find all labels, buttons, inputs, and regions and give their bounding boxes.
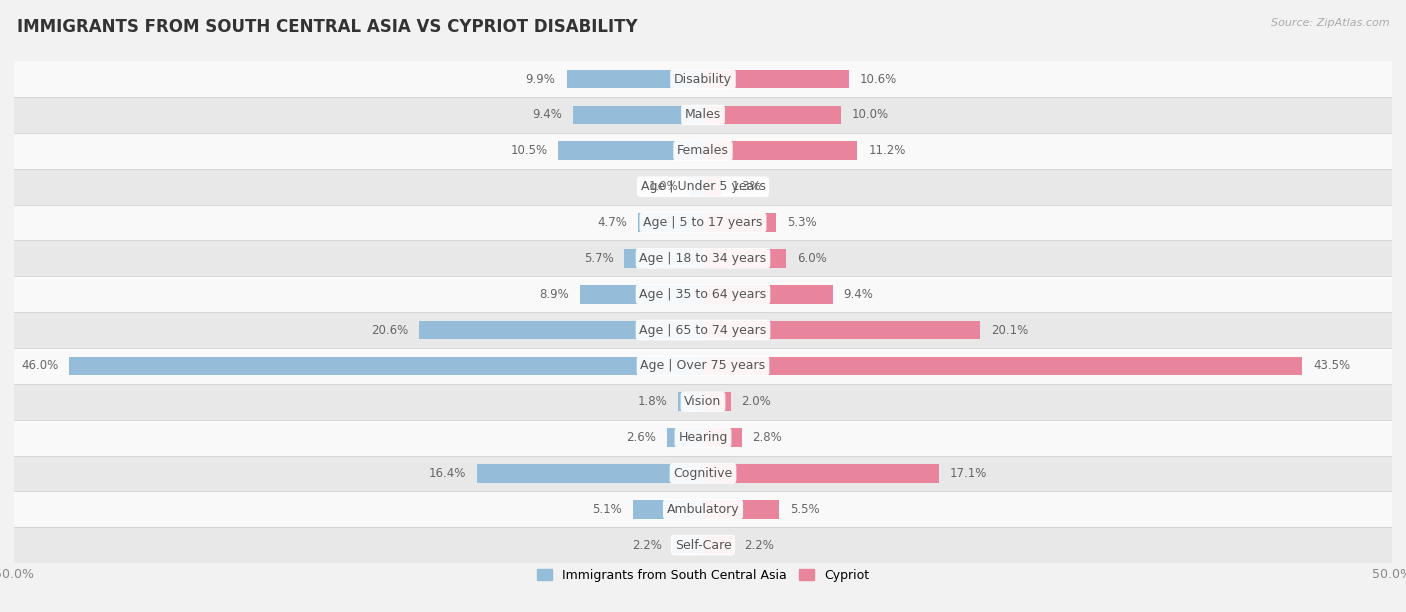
Text: 20.6%: 20.6% bbox=[371, 324, 408, 337]
Text: 43.5%: 43.5% bbox=[1313, 359, 1351, 372]
Text: Males: Males bbox=[685, 108, 721, 121]
Text: 11.2%: 11.2% bbox=[869, 144, 905, 157]
Bar bbox=[703, 70, 849, 89]
Text: Self-Care: Self-Care bbox=[675, 539, 731, 551]
Text: 46.0%: 46.0% bbox=[21, 359, 58, 372]
Text: 2.8%: 2.8% bbox=[752, 431, 782, 444]
Text: Source: ZipAtlas.com: Source: ZipAtlas.com bbox=[1271, 18, 1389, 28]
Bar bbox=[633, 500, 703, 518]
Text: 6.0%: 6.0% bbox=[797, 252, 827, 265]
Bar bbox=[703, 500, 779, 518]
Text: Age | 35 to 64 years: Age | 35 to 64 years bbox=[640, 288, 766, 300]
Bar bbox=[703, 321, 980, 340]
Text: 9.9%: 9.9% bbox=[526, 73, 555, 86]
Text: 20.1%: 20.1% bbox=[991, 324, 1028, 337]
Bar bbox=[638, 213, 703, 232]
Bar bbox=[624, 249, 703, 267]
Text: 10.5%: 10.5% bbox=[510, 144, 547, 157]
Bar bbox=[703, 392, 731, 411]
Text: 9.4%: 9.4% bbox=[844, 288, 873, 300]
Text: Age | 65 to 74 years: Age | 65 to 74 years bbox=[640, 324, 766, 337]
Text: 5.1%: 5.1% bbox=[592, 503, 621, 516]
Bar bbox=[477, 464, 703, 483]
Text: 2.2%: 2.2% bbox=[744, 539, 775, 551]
Legend: Immigrants from South Central Asia, Cypriot: Immigrants from South Central Asia, Cypr… bbox=[531, 564, 875, 587]
Bar bbox=[14, 420, 1392, 455]
Bar bbox=[558, 141, 703, 160]
Bar bbox=[14, 97, 1392, 133]
Text: 5.3%: 5.3% bbox=[787, 216, 817, 229]
Text: 5.7%: 5.7% bbox=[583, 252, 613, 265]
Text: 10.0%: 10.0% bbox=[852, 108, 889, 121]
Bar bbox=[14, 61, 1392, 97]
Text: 2.6%: 2.6% bbox=[626, 431, 657, 444]
Bar bbox=[703, 141, 858, 160]
Bar bbox=[703, 536, 734, 554]
Text: Vision: Vision bbox=[685, 395, 721, 408]
Text: Disability: Disability bbox=[673, 73, 733, 86]
Bar bbox=[14, 348, 1392, 384]
Bar bbox=[14, 527, 1392, 563]
Bar bbox=[574, 106, 703, 124]
Text: 17.1%: 17.1% bbox=[949, 467, 987, 480]
Text: Age | 5 to 17 years: Age | 5 to 17 years bbox=[644, 216, 762, 229]
Bar bbox=[703, 177, 721, 196]
Text: 1.3%: 1.3% bbox=[733, 180, 762, 193]
Text: Age | 18 to 34 years: Age | 18 to 34 years bbox=[640, 252, 766, 265]
Bar bbox=[14, 455, 1392, 491]
Text: 2.2%: 2.2% bbox=[631, 539, 662, 551]
Bar bbox=[14, 491, 1392, 527]
Text: 8.9%: 8.9% bbox=[540, 288, 569, 300]
Text: Hearing: Hearing bbox=[678, 431, 728, 444]
Text: Age | Over 75 years: Age | Over 75 years bbox=[641, 359, 765, 372]
Bar bbox=[703, 428, 741, 447]
Text: 1.8%: 1.8% bbox=[637, 395, 668, 408]
Bar bbox=[14, 204, 1392, 241]
Text: IMMIGRANTS FROM SOUTH CENTRAL ASIA VS CYPRIOT DISABILITY: IMMIGRANTS FROM SOUTH CENTRAL ASIA VS CY… bbox=[17, 18, 637, 36]
Text: 4.7%: 4.7% bbox=[598, 216, 627, 229]
Bar bbox=[14, 384, 1392, 420]
Text: 5.5%: 5.5% bbox=[790, 503, 820, 516]
Bar bbox=[703, 106, 841, 124]
Bar bbox=[678, 392, 703, 411]
Bar bbox=[672, 536, 703, 554]
Text: 16.4%: 16.4% bbox=[429, 467, 465, 480]
Bar bbox=[14, 169, 1392, 204]
Bar bbox=[581, 285, 703, 304]
Text: Cognitive: Cognitive bbox=[673, 467, 733, 480]
Bar bbox=[668, 428, 703, 447]
Text: 2.0%: 2.0% bbox=[741, 395, 772, 408]
Bar bbox=[14, 312, 1392, 348]
Bar bbox=[14, 241, 1392, 276]
Bar bbox=[69, 357, 703, 375]
Bar bbox=[689, 177, 703, 196]
Bar bbox=[14, 133, 1392, 169]
Text: Ambulatory: Ambulatory bbox=[666, 503, 740, 516]
Text: 1.0%: 1.0% bbox=[648, 180, 678, 193]
Text: 9.4%: 9.4% bbox=[533, 108, 562, 121]
Bar bbox=[703, 213, 776, 232]
Bar bbox=[703, 249, 786, 267]
Text: 10.6%: 10.6% bbox=[860, 73, 897, 86]
Bar bbox=[703, 357, 1302, 375]
Bar bbox=[419, 321, 703, 340]
Text: Females: Females bbox=[678, 144, 728, 157]
Bar bbox=[703, 464, 939, 483]
Bar bbox=[703, 285, 832, 304]
Bar bbox=[567, 70, 703, 89]
Text: Age | Under 5 years: Age | Under 5 years bbox=[641, 180, 765, 193]
Bar bbox=[14, 276, 1392, 312]
